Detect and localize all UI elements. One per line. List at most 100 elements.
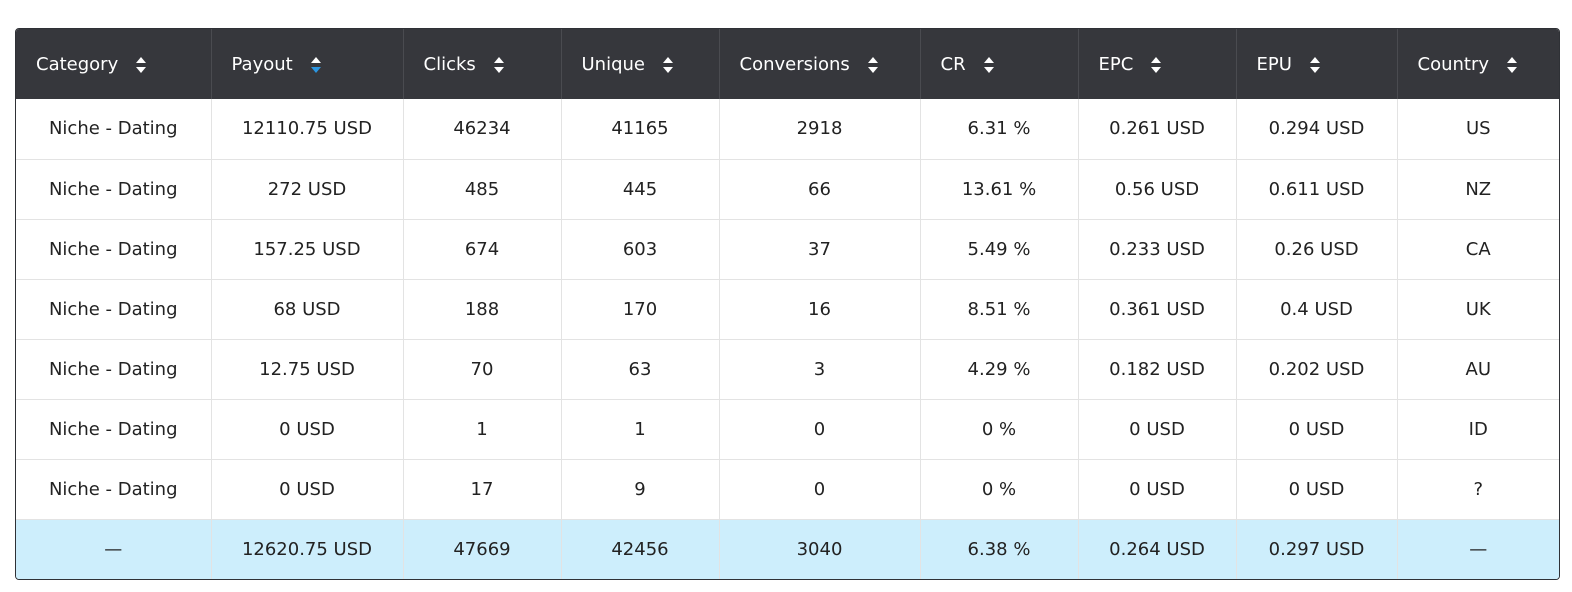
cell-country: ?	[1397, 458, 1559, 519]
sort-icon[interactable]	[1507, 56, 1518, 73]
cell-cr: 0 %	[920, 458, 1079, 519]
cell-unique: 170	[561, 278, 720, 339]
cell-category: Niche - Dating	[16, 218, 212, 279]
sort-icon[interactable]	[983, 56, 994, 73]
column-header-payout[interactable]: Payout	[211, 29, 404, 99]
cell-payout: 272 USD	[211, 158, 404, 219]
sort-icon[interactable]	[663, 56, 673, 73]
cell-unique: 603	[561, 218, 720, 279]
cell-epu: 0.294 USD	[1236, 99, 1398, 159]
column-header-label: Unique	[581, 53, 646, 75]
cell-category: Niche - Dating	[16, 458, 212, 519]
cell-country: ID	[1397, 398, 1559, 459]
table-row: Niche - Dating 12110.75 USD 46234 41165 2918…	[16, 99, 1559, 159]
column-header-unique[interactable]: Unique	[561, 29, 720, 99]
cell-epu: 0.202 USD	[1236, 338, 1398, 399]
cell-unique: 41165	[561, 99, 720, 159]
cell-conversions: 3	[719, 338, 921, 399]
cell-payout: 0 USD	[211, 398, 404, 459]
sort-icon[interactable]	[867, 56, 878, 73]
cell-unique: 445	[561, 158, 720, 219]
cell-epu: 0.611 USD	[1236, 158, 1398, 219]
column-header-label: EPC	[1098, 53, 1134, 75]
column-header-label: EPU	[1256, 53, 1292, 75]
cell-epc: 0.182 USD	[1078, 338, 1237, 399]
column-header-cr[interactable]: CR	[920, 29, 1079, 99]
cell-epc: 0 USD	[1078, 458, 1237, 519]
table-row: Niche - Dating 157.25 USD 674 603 37 5.49 % 0.…	[16, 218, 1559, 279]
table-header-row: Category Payout Clicks Unique Conversion…	[16, 29, 1559, 99]
total-payout: 12620.75 USD	[211, 518, 404, 579]
cell-category: Niche - Dating	[16, 338, 212, 399]
cell-epu: 0.26 USD	[1236, 218, 1398, 279]
cell-epu: 0 USD	[1236, 398, 1398, 459]
column-header-label: Payout	[231, 53, 293, 75]
column-header-label: CR	[940, 53, 966, 75]
column-header-epc[interactable]: EPC	[1078, 29, 1237, 99]
table-body: Niche - Dating 12110.75 USD 46234 41165 2918…	[16, 99, 1559, 579]
total-epc: 0.264 USD	[1078, 518, 1237, 579]
cell-country: CA	[1397, 218, 1559, 279]
cell-country: NZ	[1397, 158, 1559, 219]
sort-icon[interactable]	[1151, 56, 1162, 73]
cell-payout: 68 USD	[211, 278, 404, 339]
cell-clicks: 17	[403, 458, 562, 519]
cell-clicks: 674	[403, 218, 562, 279]
sort-icon[interactable]	[493, 56, 504, 73]
sort-active-icon[interactable]	[310, 56, 321, 73]
table-row: Niche - Dating 68 USD 188 170 16 8.51 % 0.361 …	[16, 278, 1559, 339]
cell-conversions: 66	[719, 158, 921, 219]
cell-payout: 157.25 USD	[211, 218, 404, 279]
total-conversions: 3040	[719, 518, 921, 579]
column-header-country[interactable]: Country	[1397, 29, 1559, 99]
cell-epc: 0.361 USD	[1078, 278, 1237, 339]
table-row: Niche - Dating 12.75 USD 70 63 3 4.29 % 0.182 …	[16, 338, 1559, 399]
table-row: Niche - Dating 272 USD 485 445 66 13.61 % 0.56…	[16, 158, 1559, 219]
cell-cr: 6.31 %	[920, 99, 1079, 159]
cell-clicks: 485	[403, 158, 562, 219]
cell-epu: 0 USD	[1236, 458, 1398, 519]
total-unique: 42456	[561, 518, 720, 579]
column-header-conversions[interactable]: Conversions	[719, 29, 921, 99]
cell-cr: 5.49 %	[920, 218, 1079, 279]
stats-table-container: Category Payout Clicks Unique Conversion…	[15, 28, 1560, 580]
cell-category: Niche - Dating	[16, 158, 212, 219]
total-clicks: 47669	[403, 518, 562, 579]
cell-country: UK	[1397, 278, 1559, 339]
column-header-label: Clicks	[423, 53, 476, 75]
cell-unique: 63	[561, 338, 720, 399]
cell-clicks: 46234	[403, 99, 562, 159]
sort-icon[interactable]	[136, 56, 147, 73]
table-row: Niche - Dating 0 USD 17 9 0 0 % 0 USD 0 USD?	[16, 458, 1559, 519]
cell-cr: 0 %	[920, 398, 1079, 459]
cell-payout: 0 USD	[211, 458, 404, 519]
cell-cr: 8.51 %	[920, 278, 1079, 339]
cell-epc: 0.261 USD	[1078, 99, 1237, 159]
sort-icon[interactable]	[1309, 56, 1320, 73]
cell-clicks: 70	[403, 338, 562, 399]
cell-category: Niche - Dating	[16, 99, 212, 159]
cell-payout: 12110.75 USD	[211, 99, 404, 159]
cell-cr: 13.61 %	[920, 158, 1079, 219]
cell-category: Niche - Dating	[16, 278, 212, 339]
cell-conversions: 2918	[719, 99, 921, 159]
column-header-label: Category	[36, 53, 119, 75]
totals-row: —12620.75 USD 47669 42456 3040 6.38 % 0.264 U…	[16, 518, 1559, 579]
total-category: —	[16, 518, 212, 579]
cell-unique: 9	[561, 458, 720, 519]
cell-unique: 1	[561, 398, 720, 459]
column-header-clicks[interactable]: Clicks	[403, 29, 562, 99]
column-header-label: Conversions	[739, 53, 850, 75]
cell-category: Niche - Dating	[16, 398, 212, 459]
cell-country: AU	[1397, 338, 1559, 399]
cell-epc: 0.56 USD	[1078, 158, 1237, 219]
cell-clicks: 1	[403, 398, 562, 459]
cell-payout: 12.75 USD	[211, 338, 404, 399]
column-header-category[interactable]: Category	[16, 29, 212, 99]
cell-epc: 0.233 USD	[1078, 218, 1237, 279]
cell-cr: 4.29 %	[920, 338, 1079, 399]
cell-country: US	[1465, 118, 1491, 140]
total-cr: 6.38 %	[920, 518, 1079, 579]
cell-conversions: 0	[719, 458, 921, 519]
column-header-epu[interactable]: EPU	[1236, 29, 1398, 99]
